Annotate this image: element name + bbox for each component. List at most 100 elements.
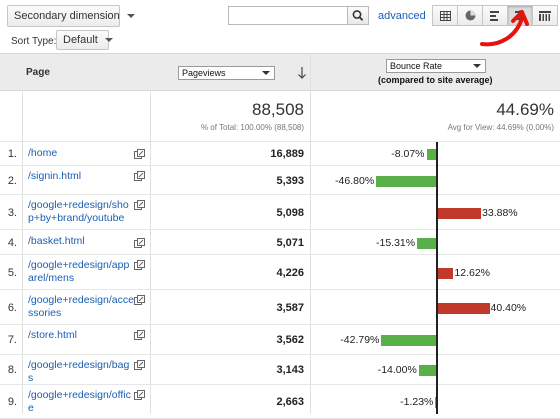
negative-delta-bar <box>417 237 437 249</box>
open-external-icon[interactable] <box>134 360 145 371</box>
open-external-icon[interactable] <box>134 330 145 341</box>
sort-descending-icon[interactable] <box>297 67 307 79</box>
column-divider <box>22 92 23 414</box>
annotation-arrow-icon <box>480 10 529 47</box>
search-icon <box>352 10 364 21</box>
negative-delta-bar <box>376 175 437 187</box>
delta-label: -14.00% <box>377 364 417 376</box>
pageviews-value: 5,098 <box>276 206 304 219</box>
page-column-header: Page <box>26 67 50 78</box>
open-external-icon[interactable] <box>134 149 145 160</box>
sort-type-dropdown[interactable]: Default <box>56 30 113 50</box>
table-row: 1. /home 16,889 -8.07% <box>0 142 560 166</box>
row-number: 6. <box>7 301 17 314</box>
pageviews-value: 4,226 <box>276 266 304 279</box>
comparison-metric-label: Bounce Rate <box>390 61 443 71</box>
total-bounce-note: Avg for View: 44.69% (0.00%) <box>447 123 554 132</box>
delta-label: 33.88% <box>482 206 518 219</box>
sort-type-label: Sort Type: <box>11 36 57 47</box>
total-pageviews: 88,508 <box>252 100 304 119</box>
page-link[interactable]: /home <box>28 147 58 159</box>
negative-delta-bar <box>418 365 437 376</box>
grid-icon <box>439 10 451 21</box>
delta-label: -1.23% <box>400 396 434 408</box>
pageviews-value: 2,663 <box>276 396 304 408</box>
delta-label: 12.62% <box>454 266 491 279</box>
column-divider <box>150 92 151 414</box>
pageviews-value: 3,562 <box>276 334 304 346</box>
page-link[interactable]: /signin.html <box>28 170 82 182</box>
comparison-note: (compared to site average) <box>378 75 493 85</box>
page-link[interactable]: /store.html <box>28 329 78 341</box>
totals-row: 88,508 % of Total: 100.00% (88,508) 44.6… <box>0 92 560 142</box>
chevron-down-icon <box>126 14 135 18</box>
table-row: 7. /store.html 3,562 -42.79% <box>0 325 560 355</box>
pageviews-value: 5,393 <box>276 174 304 187</box>
primary-metric-label: Pageviews <box>182 68 226 78</box>
table-row: 5. /google+redesign/apparel/mens 4,226 12.6… <box>0 255 560 290</box>
page-link[interactable]: /google+redesign/accessories <box>28 294 134 319</box>
data-table-view-button[interactable] <box>433 6 458 25</box>
pivot-view-button[interactable] <box>533 6 557 25</box>
page-link[interactable]: /basket.html <box>28 235 85 247</box>
performance-bar-view-button[interactable] <box>483 6 508 25</box>
positive-delta-bar <box>437 207 482 219</box>
row-number: 7. <box>7 334 17 346</box>
search-button[interactable] <box>347 6 369 25</box>
open-external-icon[interactable] <box>134 237 145 249</box>
page-link[interactable]: /google+redesign/office <box>28 389 131 414</box>
row-number: 5. <box>7 266 17 279</box>
search-input[interactable] <box>228 6 369 25</box>
bar-list-icon <box>489 10 499 21</box>
secondary-dimension-label: Secondary dimension <box>14 10 120 22</box>
pageviews-value: 16,889 <box>270 148 304 160</box>
chevron-down-icon <box>473 64 481 68</box>
row-number: 3. <box>7 206 17 219</box>
secondary-dimension-dropdown[interactable]: Secondary dimension <box>7 5 135 27</box>
page-link[interactable]: /google+redesign/bags <box>28 359 130 384</box>
positive-delta-bar <box>437 302 490 314</box>
chevron-down-icon <box>262 71 270 75</box>
page-link[interactable]: /google+redesign/apparel/mens <box>28 259 130 284</box>
total-bounce-rate: 44.69% <box>496 100 554 119</box>
page-link[interactable]: /google+redesign/shop+by+brand/youtube <box>28 199 129 224</box>
delta-label: -46.80% <box>335 174 375 187</box>
row-number: 1. <box>7 148 17 160</box>
advanced-link[interactable]: advanced <box>378 10 426 22</box>
pie-chart-icon <box>465 10 475 21</box>
pageviews-value: 5,071 <box>276 236 304 249</box>
open-external-icon[interactable] <box>134 200 145 211</box>
sort-type-value: Default <box>63 34 98 46</box>
table-header: Page Pageviews Bounce Rate (compared to … <box>0 53 560 91</box>
row-number: 9. <box>7 396 17 408</box>
column-divider <box>310 53 311 414</box>
table-row: 6. /google+redesign/accessories 3,587 40.40… <box>0 290 560 325</box>
table-row: 8. /google+redesign/bags 3,143 -14.00% <box>0 355 560 385</box>
delta-label: -8.07% <box>391 148 425 160</box>
row-number: 4. <box>7 236 17 249</box>
delta-label: 40.40% <box>490 301 527 314</box>
negative-delta-bar <box>426 149 437 160</box>
pivot-table-icon <box>539 10 551 21</box>
delta-label: -15.31% <box>376 236 416 249</box>
comparison-axis <box>436 142 438 414</box>
delta-label: -42.79% <box>340 334 380 346</box>
pageviews-value: 3,143 <box>276 364 304 376</box>
comparison-metric-select[interactable]: Bounce Rate <box>386 59 486 73</box>
table-row: 4. /basket.html 5,071 -15.31% <box>0 230 560 255</box>
primary-metric-select[interactable]: Pageviews <box>178 66 275 80</box>
positive-delta-bar <box>437 267 454 279</box>
table-row: 2. /signin.html 5,393 -46.80% <box>0 166 560 195</box>
row-number: 8. <box>7 364 17 376</box>
percentage-pie-view-button[interactable] <box>458 6 483 25</box>
open-external-icon[interactable] <box>134 390 145 401</box>
open-external-icon[interactable] <box>134 295 145 306</box>
pageviews-value: 3,587 <box>276 301 304 314</box>
negative-delta-bar <box>381 335 437 346</box>
chevron-down-icon <box>104 38 113 42</box>
total-pageviews-note: % of Total: 100.00% (88,508) <box>200 123 304 132</box>
table-row: 3. /google+redesign/shop+by+brand/youtube… <box>0 195 560 230</box>
open-external-icon[interactable] <box>134 171 145 182</box>
row-number: 2. <box>7 174 17 187</box>
open-external-icon[interactable] <box>134 260 145 271</box>
